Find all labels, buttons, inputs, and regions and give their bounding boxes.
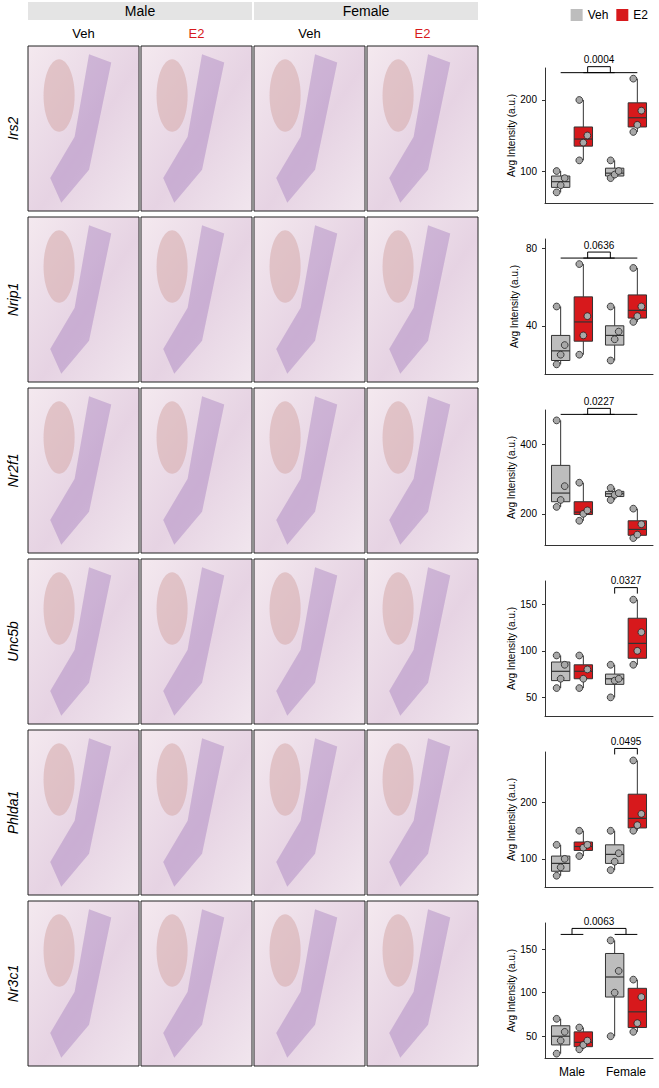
svg-text:200: 200 — [520, 508, 537, 519]
svg-text:E2: E2 — [633, 8, 648, 22]
svg-text:40: 40 — [526, 320, 538, 331]
svg-text:Nr2f1: Nr2f1 — [5, 453, 21, 487]
svg-text:50: 50 — [526, 692, 538, 703]
svg-text:0.0327: 0.0327 — [611, 575, 642, 586]
svg-text:Female: Female — [606, 1065, 646, 1079]
svg-text:0.0063: 0.0063 — [584, 916, 615, 927]
svg-text:Irs2: Irs2 — [5, 117, 21, 141]
svg-text:Male: Male — [559, 1065, 585, 1079]
svg-text:200: 200 — [520, 797, 537, 808]
svg-text:0.0495: 0.0495 — [611, 736, 642, 747]
svg-text:Female: Female — [343, 3, 390, 19]
svg-text:150: 150 — [520, 599, 537, 610]
svg-text:80: 80 — [526, 243, 538, 254]
svg-text:Nr3c1: Nr3c1 — [5, 965, 21, 1002]
svg-text:Avg Intensity (a.u.): Avg Intensity (a.u.) — [506, 94, 517, 177]
svg-text:0.0636: 0.0636 — [584, 240, 615, 251]
svg-text:Avg Intensity (a.u.): Avg Intensity (a.u.) — [506, 607, 517, 690]
svg-text:Veh: Veh — [588, 8, 609, 22]
svg-text:Veh: Veh — [298, 26, 320, 41]
svg-text:100: 100 — [520, 853, 537, 864]
svg-text:Veh: Veh — [72, 26, 94, 41]
svg-text:E2: E2 — [189, 26, 205, 41]
svg-text:Nrip1: Nrip1 — [5, 283, 21, 316]
svg-text:100: 100 — [520, 987, 537, 998]
svg-text:Avg Intensity (a.u.): Avg Intensity (a.u.) — [509, 265, 520, 348]
svg-text:E2: E2 — [415, 26, 431, 41]
svg-text:Unc5b: Unc5b — [5, 621, 21, 662]
svg-text:400: 400 — [520, 439, 537, 450]
svg-text:0.0004: 0.0004 — [584, 54, 615, 65]
svg-text:0.0227: 0.0227 — [584, 396, 615, 407]
svg-text:Avg Intensity (a.u.): Avg Intensity (a.u.) — [506, 436, 517, 519]
svg-text:Phlda1: Phlda1 — [5, 791, 21, 835]
svg-text:Male: Male — [125, 3, 156, 19]
svg-text:50: 50 — [526, 1031, 538, 1042]
svg-text:200: 200 — [520, 94, 537, 105]
svg-text:100: 100 — [520, 166, 537, 177]
svg-text:Avg Intensity (a.u.): Avg Intensity (a.u.) — [506, 778, 517, 861]
svg-text:150: 150 — [520, 944, 537, 955]
svg-text:100: 100 — [520, 645, 537, 656]
svg-text:Avg Intensity (a.u.): Avg Intensity (a.u.) — [506, 949, 517, 1032]
